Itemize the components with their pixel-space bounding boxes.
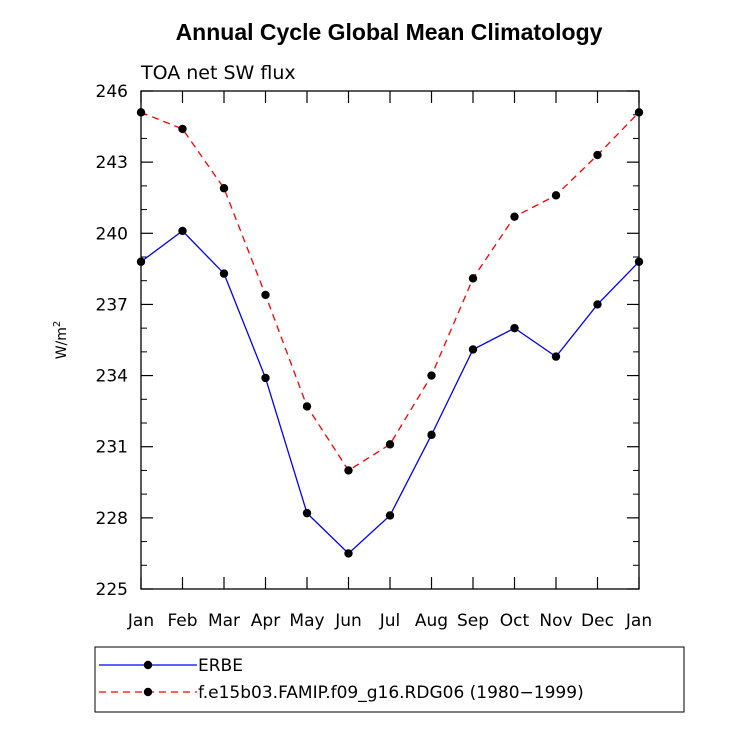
series-0-point — [468, 345, 478, 354]
y-tick-label: 228 — [96, 509, 128, 529]
series-1-point — [427, 371, 436, 380]
series-0-point — [219, 269, 229, 278]
series-0-point — [302, 508, 312, 518]
x-tick-label: Mar — [208, 611, 240, 631]
series-1-point — [261, 290, 270, 300]
x-tick-label: Jan — [625, 611, 652, 631]
series-1-point — [385, 440, 395, 449]
series-0-point — [634, 257, 644, 266]
series-1-point — [551, 191, 561, 200]
series-1-point — [178, 124, 187, 134]
x-tick-label: Apr — [251, 611, 280, 631]
y-axis-label-text: W/m — [54, 327, 70, 359]
y-tick-label: 237 — [96, 295, 128, 315]
x-tick-label: Nov — [539, 611, 572, 631]
y-axis-label: W/m2 — [52, 321, 70, 360]
x-tick-label: Jun — [334, 611, 362, 631]
x-tick-label: Jan — [127, 611, 154, 631]
x-tick-label: Sep — [457, 611, 489, 631]
x-tick-label: Jul — [379, 611, 401, 631]
y-tick-label: 243 — [96, 153, 128, 173]
series-1-point — [344, 466, 353, 475]
series-1-point — [593, 150, 602, 160]
series-1-point — [219, 184, 229, 193]
x-tick-label: Feb — [167, 611, 197, 631]
series-line-0 — [140, 230, 640, 555]
legend: ERBE f.e15b03.FAMIP.f09_g16.RDG06 (1980−1… — [94, 646, 685, 713]
series-0-point — [551, 352, 561, 361]
series-1-point — [510, 212, 519, 221]
legend-label-1: f.e15b03.FAMIP.f09_g16.RDG06 (1980−1999) — [198, 683, 584, 703]
chart-title: Annual Cycle Global Mean Climatology — [176, 19, 603, 45]
series-1-point — [136, 108, 146, 117]
series-0-point — [178, 226, 187, 236]
plot-area: 225 228 231 234 237 240 243 246 Jan Feb Mar Apr May J… — [96, 82, 653, 631]
series-line-1 — [140, 111, 640, 472]
y-tick-label: 246 — [96, 82, 128, 102]
y-tick-label: 240 — [96, 224, 128, 244]
series-0-point — [136, 257, 146, 266]
series-1-point — [302, 402, 312, 411]
chart-subtitle: TOA net SW flux — [140, 62, 296, 84]
y-tick-label: 231 — [96, 438, 128, 458]
legend-marker-0 — [143, 660, 153, 670]
y-tick-label: 234 — [96, 367, 128, 387]
x-tick-label: Dec — [581, 611, 614, 631]
series-0-point — [593, 300, 602, 309]
series-0-point — [344, 549, 353, 558]
series-1-point — [634, 108, 644, 117]
x-tick-label: Oct — [500, 611, 530, 631]
series-0-point — [427, 430, 436, 440]
legend-label-0: ERBE — [198, 656, 243, 676]
x-tick-label: Aug — [415, 611, 448, 631]
legend-marker-1 — [143, 687, 153, 697]
y-axis-label-superscript: 2 — [52, 321, 63, 327]
x-tick-label: May — [289, 611, 324, 631]
series-0-point — [385, 511, 395, 520]
series-1-point — [468, 274, 478, 283]
series-0-point — [510, 323, 519, 333]
series-0-point — [261, 373, 270, 383]
y-tick-label: 225 — [96, 580, 128, 600]
legend-box — [94, 646, 685, 713]
